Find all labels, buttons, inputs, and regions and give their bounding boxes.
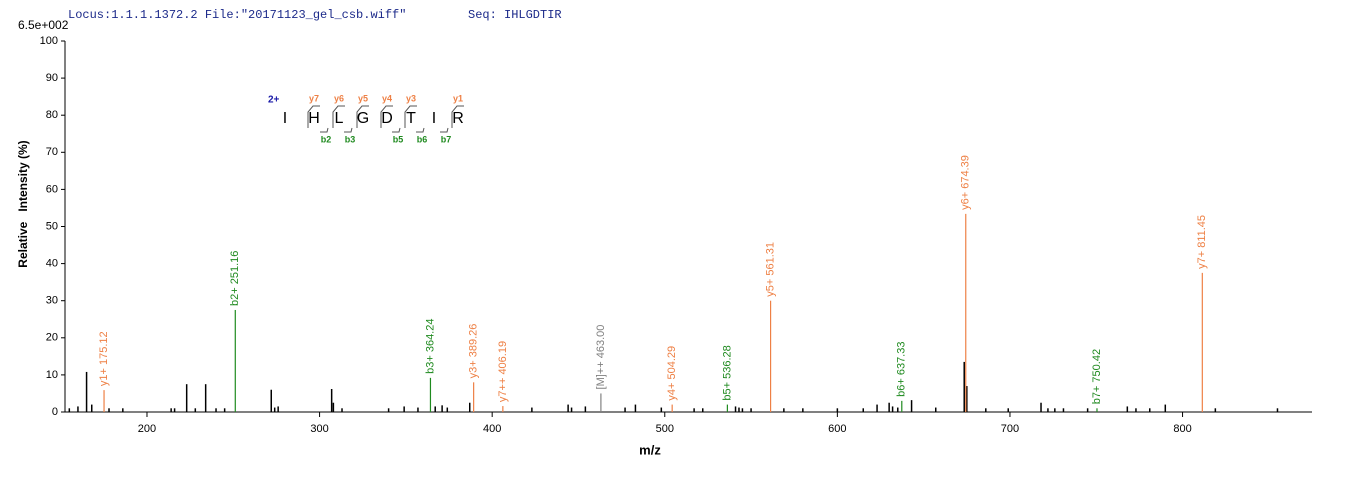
b-cleavage bbox=[320, 127, 329, 133]
b-ion-label: b3 bbox=[345, 134, 356, 144]
peak-label: y7+ 811.45 bbox=[1196, 215, 1208, 269]
peak-label: y5+ 561.31 bbox=[764, 242, 776, 297]
x-axis-label: m/z bbox=[639, 442, 661, 457]
y-ion-label: y5 bbox=[358, 93, 368, 103]
x-tick-label: 200 bbox=[138, 423, 156, 435]
x-tick-label: 500 bbox=[656, 423, 674, 435]
peak-label: y1+ 175.12 bbox=[98, 331, 110, 386]
b-cleavage bbox=[344, 127, 353, 133]
y-ion-label: y3 bbox=[406, 93, 416, 103]
x-tick-label: 400 bbox=[483, 423, 501, 435]
y-cleavage bbox=[332, 105, 345, 128]
peak-label: b2+ 251.16 bbox=[229, 251, 241, 306]
residue: T bbox=[406, 110, 416, 127]
peak-label: b3+ 364.24 bbox=[424, 318, 436, 373]
peak-label: y7++ 406.19 bbox=[497, 341, 509, 402]
y-cleavage bbox=[356, 105, 369, 128]
y-ion-label: y7 bbox=[309, 93, 319, 103]
y-tick-label: 30 bbox=[46, 295, 58, 307]
peak-label: [M]++ 463.00 bbox=[595, 325, 607, 390]
y-tick-label: 100 bbox=[40, 35, 58, 47]
y-tick-label: 20 bbox=[46, 332, 58, 344]
x-tick-label: 700 bbox=[1001, 423, 1019, 435]
y-tick-label: 70 bbox=[46, 146, 58, 158]
y-ion-label: y1 bbox=[453, 93, 463, 103]
y-cleavage bbox=[307, 105, 320, 128]
residue: I bbox=[283, 110, 287, 127]
peak-label: b5+ 536.28 bbox=[721, 345, 733, 400]
y-cleavage bbox=[451, 105, 464, 128]
residue: G bbox=[357, 110, 369, 127]
y-tick-label: 90 bbox=[46, 72, 58, 84]
residue: D bbox=[381, 110, 393, 127]
y-tick-label: 0 bbox=[52, 406, 58, 418]
y-max-label: 6.5e+002 bbox=[18, 18, 69, 32]
y-cleavage bbox=[380, 105, 393, 128]
x-tick-label: 600 bbox=[828, 423, 846, 435]
peak-label: y3+ 389.26 bbox=[468, 324, 480, 379]
y-tick-label: 10 bbox=[46, 369, 58, 381]
b-cleavage bbox=[440, 127, 449, 133]
b-ion-label: b7 bbox=[441, 134, 452, 144]
peak-label: b7+ 750.42 bbox=[1091, 349, 1103, 404]
y-axis-label: Relative Intensity (%) bbox=[16, 140, 30, 267]
b-cleavage bbox=[392, 127, 401, 133]
y-tick-label: 60 bbox=[46, 183, 58, 195]
peak-label: y4+ 504.29 bbox=[666, 346, 678, 401]
y-tick-label: 40 bbox=[46, 258, 58, 270]
b-ion-label: b5 bbox=[393, 134, 404, 144]
peak-label: b6+ 637.33 bbox=[896, 341, 908, 396]
x-tick-label: 300 bbox=[310, 423, 328, 435]
x-tick-label: 800 bbox=[1173, 423, 1191, 435]
charge-label: 2+ bbox=[268, 95, 280, 106]
residue: L bbox=[335, 110, 344, 127]
y-ion-label: y6 bbox=[334, 93, 344, 103]
chart-subtitle: Seq: IHLGDTIR bbox=[468, 8, 562, 22]
b-ion-label: b6 bbox=[417, 134, 428, 144]
b-cleavage bbox=[416, 127, 425, 133]
residue: I bbox=[432, 110, 436, 127]
residue: R bbox=[452, 110, 464, 127]
y-ion-label: y4 bbox=[382, 93, 392, 103]
y-cleavage bbox=[404, 105, 417, 128]
y-tick-label: 50 bbox=[46, 220, 58, 232]
chart-title: Locus:1.1.1.1372.2 File:"20171123_gel_cs… bbox=[68, 8, 406, 22]
y-tick-label: 80 bbox=[46, 109, 58, 121]
residue: H bbox=[308, 110, 320, 127]
peak-label: y6+ 674.39 bbox=[960, 155, 972, 210]
b-ion-label: b2 bbox=[321, 134, 332, 144]
